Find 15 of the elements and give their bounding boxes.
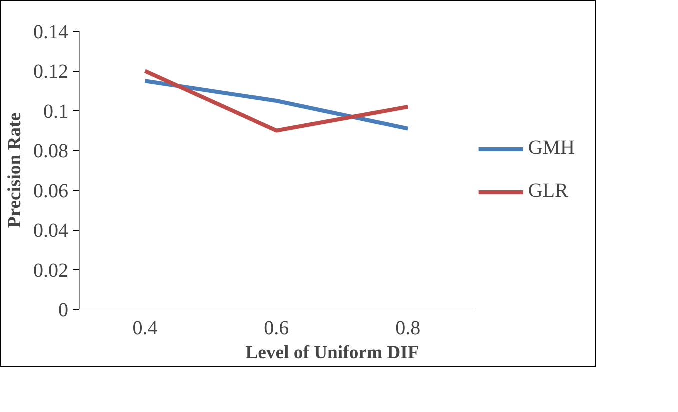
- y-tick-label: 0.02: [34, 260, 68, 282]
- legend-label: GMH: [528, 137, 575, 160]
- y-tick-label: 0.14: [34, 22, 68, 44]
- y-tick-label: 0.04: [34, 220, 68, 242]
- y-tick-label: 0.1: [44, 100, 68, 123]
- legend-label: GLR: [528, 180, 568, 203]
- x-axis-title: Level of Uniform DIF: [246, 342, 420, 364]
- y-tick-label: 0.06: [34, 180, 68, 202]
- x-tick-label: 0.6: [264, 318, 290, 340]
- x-tick-label: 0.8: [396, 318, 421, 340]
- y-tick-label: 0.08: [34, 140, 68, 163]
- x-tick-label: 0.4: [132, 318, 158, 340]
- y-tick-label: 0.12: [34, 61, 68, 84]
- y-tick-label: 0: [58, 300, 68, 322]
- y-axis-title: Precision Rate: [4, 112, 26, 228]
